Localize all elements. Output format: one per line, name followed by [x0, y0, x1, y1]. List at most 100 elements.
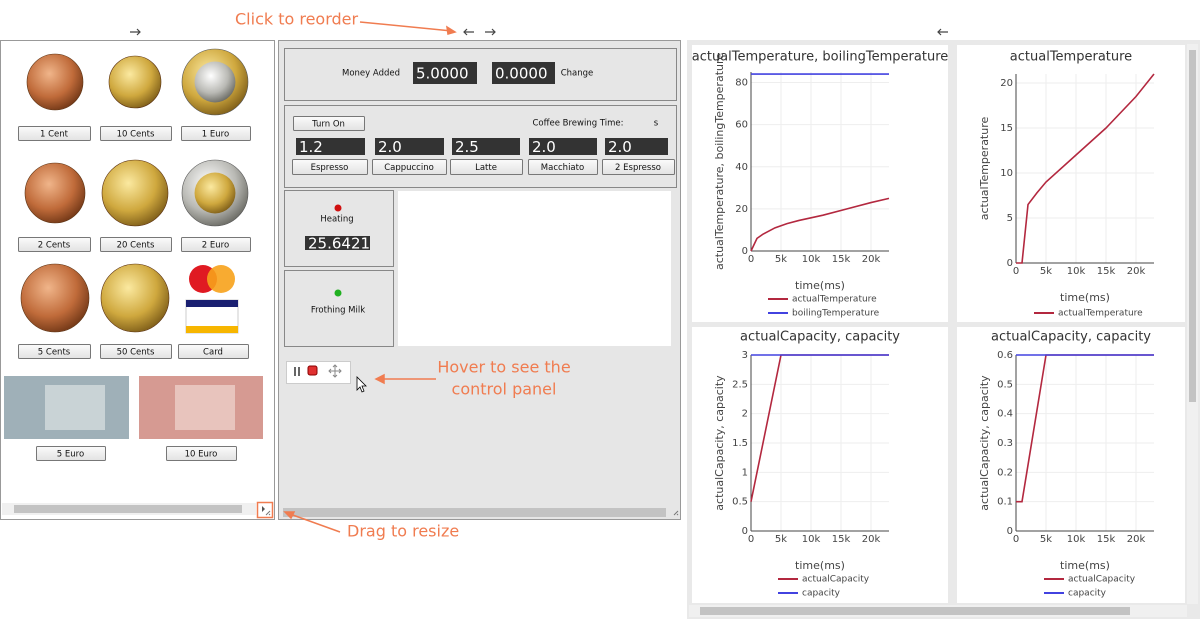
scrollbar-thumb[interactable] — [1189, 50, 1196, 402]
scrollbar-thumb[interactable] — [283, 508, 666, 517]
x-tick-label: 5k — [1040, 534, 1052, 545]
button-label[interactable]: 1 Cent — [40, 130, 69, 140]
button-label[interactable]: 10 Cents — [117, 130, 155, 140]
button[interactable] — [181, 126, 251, 141]
y-tick-label: 0 — [742, 246, 748, 257]
button[interactable] — [100, 237, 172, 252]
y-tick-label: 0.2 — [997, 467, 1013, 478]
y-tick-label: 0.6 — [997, 350, 1013, 361]
y-tick-label: 3 — [742, 350, 748, 361]
label: Coffee Brewing Time: — [533, 119, 624, 129]
button[interactable] — [292, 159, 368, 175]
legend-label: actualTemperature — [1058, 309, 1143, 319]
scrollbar-thumb[interactable] — [700, 607, 1130, 615]
button[interactable] — [602, 159, 675, 175]
y-tick-label: 80 — [735, 78, 748, 89]
x-tick-label: 10k — [802, 534, 821, 545]
coin — [20, 263, 90, 333]
display — [529, 138, 597, 155]
display — [492, 62, 555, 84]
mastercard-yellow — [207, 265, 235, 293]
button-label[interactable]: Card — [203, 348, 223, 358]
button-label[interactable]: 20 Cents — [117, 241, 155, 251]
x-tick-label: 20k — [862, 534, 881, 545]
button[interactable] — [293, 116, 365, 131]
display-value: 2.0 — [608, 138, 632, 156]
resize-highlight — [256, 501, 274, 519]
button[interactable] — [100, 126, 172, 141]
cursor — [356, 376, 367, 393]
display-value: 5.0000 — [416, 65, 469, 83]
y-tick-label: 20 — [735, 204, 748, 215]
x-tick-label: 15k — [1097, 534, 1116, 545]
x-tick-label: 0 — [748, 534, 754, 545]
coin — [101, 159, 169, 227]
plot-title: actualCapacity, capacity — [991, 330, 1151, 345]
legend-label: boilingTemperature — [792, 309, 880, 319]
x-tick-label: 0 — [748, 254, 754, 265]
button-label[interactable]: 5 Cents — [38, 348, 71, 358]
button-label[interactable]: 5 Euro — [57, 450, 84, 460]
plot-title: actualTemperature, boilingTemperature — [692, 50, 949, 65]
x-tick-label: 5k — [775, 254, 787, 265]
x-tick-label: 15k — [832, 254, 851, 265]
button-label[interactable]: 2 Euro — [202, 241, 229, 251]
y-tick-label: 15 — [1000, 123, 1013, 134]
scroll-arrow[interactable] — [262, 506, 265, 512]
button[interactable] — [18, 237, 91, 252]
y-axis-label: actualTemperature — [978, 116, 991, 220]
series-line — [750, 197, 890, 252]
button[interactable] — [18, 126, 91, 141]
plot-title: actualTemperature — [1010, 50, 1132, 65]
button[interactable] — [100, 344, 172, 359]
y-tick-label: 2.5 — [732, 379, 748, 390]
button[interactable] — [178, 344, 249, 359]
y-tick-label: 0 — [1007, 526, 1013, 537]
button-label[interactable]: 1 Euro — [202, 130, 229, 140]
legend-label: actualCapacity — [1068, 575, 1136, 585]
label: s — [654, 119, 659, 129]
x-axis-label: time(ms) — [1060, 291, 1110, 304]
plot-title: actualCapacity, capacity — [740, 330, 900, 345]
button[interactable] — [181, 237, 251, 252]
y-axis-label: actualCapacity, capacity — [713, 375, 726, 511]
plot-card — [692, 45, 948, 322]
button[interactable] — [18, 344, 91, 359]
button-label[interactable]: Cappuccino — [384, 163, 434, 173]
x-axis-label: time(ms) — [795, 559, 845, 572]
label: Frothing Milk — [311, 306, 365, 316]
pause-button[interactable] — [294, 367, 300, 376]
legend-label: actualCapacity — [802, 575, 870, 585]
button-label[interactable]: Espresso — [311, 163, 349, 173]
button-label[interactable]: 50 Cents — [117, 348, 155, 358]
resize-grip[interactable] — [673, 510, 679, 516]
display — [375, 138, 444, 155]
y-tick-label: 0 — [1007, 258, 1013, 269]
heating-led — [334, 204, 342, 212]
button-label[interactable]: 2 Cents — [38, 241, 71, 251]
display — [452, 138, 520, 155]
scrollbar-thumb[interactable] — [14, 505, 242, 513]
button[interactable] — [528, 159, 598, 175]
button-label[interactable]: Macchiato — [541, 163, 584, 173]
move-button[interactable] — [328, 364, 342, 378]
button[interactable] — [372, 159, 447, 175]
label: Money Added — [342, 69, 400, 79]
button-label[interactable]: Latte — [475, 163, 497, 173]
y-tick-label: 0.1 — [997, 497, 1013, 508]
resize-grip[interactable] — [265, 510, 271, 516]
plot-card — [957, 45, 1185, 322]
stop-button[interactable] — [307, 365, 318, 376]
button[interactable] — [36, 446, 106, 461]
button-label[interactable]: 10 Euro — [185, 450, 218, 460]
button-label[interactable]: Turn On — [311, 120, 345, 130]
reorder-arrows[interactable] — [130, 28, 948, 36]
x-tick-label: 10k — [802, 254, 821, 265]
x-tick-label: 5k — [775, 534, 787, 545]
visa-band — [186, 326, 238, 333]
button-label[interactable]: 2 Espresso — [615, 163, 661, 173]
x-tick-label: 0 — [1013, 266, 1019, 277]
button[interactable] — [450, 159, 523, 175]
button[interactable] — [166, 446, 237, 461]
x-tick-label: 5k — [1040, 266, 1052, 277]
